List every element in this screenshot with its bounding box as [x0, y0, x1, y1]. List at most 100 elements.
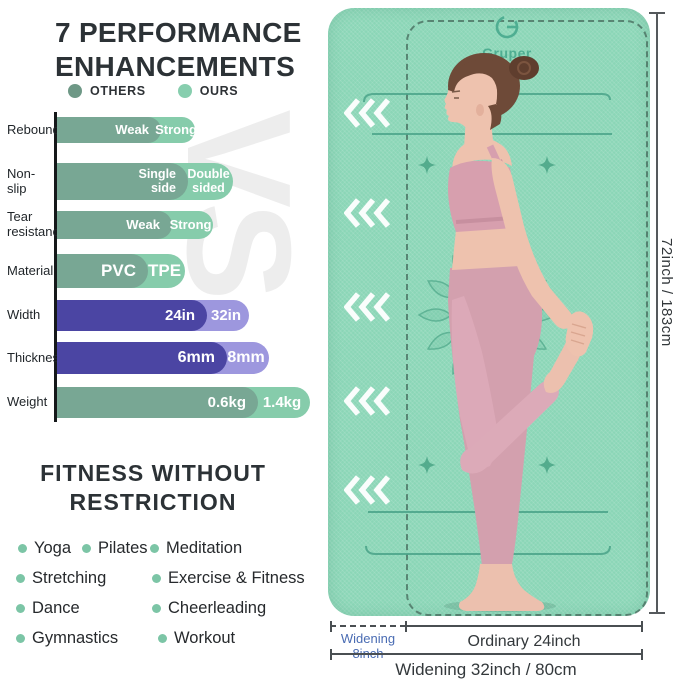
- measure-cap: [649, 12, 665, 14]
- activity-label: Dance: [32, 599, 80, 617]
- activity-label: Meditation: [166, 539, 243, 557]
- bar-row-material: Material PVC TPE: [7, 254, 185, 288]
- left-chevrons-icon: [344, 98, 391, 128]
- activity-label: Exercise & Fitness: [168, 569, 305, 587]
- bullet-dot-icon: [158, 634, 167, 643]
- activity-meditation: Meditation: [150, 539, 242, 558]
- bar-row-tear-resistance: Tear resistance Weak Strong: [7, 210, 213, 239]
- others-bar: [57, 163, 188, 200]
- activity-label: Stretching: [32, 569, 107, 587]
- sparkle-icon: [538, 156, 556, 174]
- activity-label: Yoga: [34, 539, 72, 557]
- activity-cheerleading: Cheerleading: [152, 599, 266, 618]
- bar-category-label: Non-slip: [7, 165, 36, 196]
- chart-legend: OTHERS OURS: [68, 84, 238, 98]
- activity-pilates: Pilates: [82, 539, 148, 558]
- left-chevrons-icon: [344, 475, 391, 505]
- activity-label: Workout: [174, 629, 236, 647]
- bar-row-non-slip: Non-slip Single side Double sided: [7, 163, 233, 200]
- bar-category-label: Width: [7, 307, 41, 323]
- measure-tick: [641, 649, 643, 660]
- others-bar: [57, 342, 227, 374]
- others-value: Weak: [126, 217, 160, 233]
- legend-item-others: OTHERS: [68, 84, 146, 98]
- measure-tick: [641, 621, 643, 632]
- others-bar: [57, 117, 161, 143]
- sparkle-icon: [418, 156, 436, 174]
- ours-value: 1.4kg: [262, 393, 302, 411]
- activity-label: Cheerleading: [168, 599, 267, 617]
- others-value: PVC: [101, 261, 136, 281]
- bar-category-label: Material: [7, 262, 54, 278]
- ordinary-24inch-label: Ordinary 24inch: [467, 633, 581, 650]
- bar-row-weight: Weight 0.6kg 1.4kg: [7, 387, 310, 418]
- ordinary-measure-line: [406, 625, 642, 627]
- ours-value: Strong: [155, 122, 197, 138]
- bar-row-rebound: Rebound Weak Strong: [7, 117, 197, 143]
- mat-height-label: 72inch / 183cm: [658, 238, 675, 347]
- others-bar: [57, 300, 207, 331]
- others-value: 6mm: [177, 348, 215, 366]
- bar-row-thickness: Thickness 6mm 8mm: [7, 342, 269, 374]
- bullet-dot-icon: [16, 574, 25, 583]
- left-chevrons-icon: [344, 386, 391, 416]
- others-dot-icon: [68, 84, 82, 98]
- activity-label: Gymnastics: [32, 629, 119, 647]
- sparkle-icon: [538, 456, 556, 474]
- bullet-dot-icon: [152, 574, 161, 583]
- ours-value: Double sided: [187, 167, 230, 195]
- bullet-dot-icon: [16, 634, 25, 643]
- bar-row-width: Width 24in 32in: [7, 300, 249, 331]
- bar-category-label: Tear resistance: [7, 209, 67, 239]
- bullet-dot-icon: [82, 544, 91, 553]
- ours-value: 32in: [210, 306, 241, 324]
- ours-value: TPE: [147, 261, 182, 281]
- others-value: 24in: [164, 306, 195, 324]
- fitness-heading: FITNESS WITHOUT RESTRICTION: [40, 460, 266, 515]
- activity-dance: Dance: [16, 599, 80, 618]
- legend-item-ours: OURS: [177, 84, 239, 98]
- left-chevrons-icon: [344, 292, 391, 322]
- bar-category-label: Weight: [7, 394, 48, 410]
- others-bar: [57, 254, 148, 288]
- total-width-measure-line: [330, 653, 642, 655]
- page-title: 7 PERFORMANCE ENHANCEMENTS: [55, 17, 302, 82]
- brand-g-icon: [495, 15, 519, 39]
- bullet-dot-icon: [152, 604, 161, 613]
- measure-tick: [330, 649, 332, 660]
- sparkle-stars: [418, 156, 556, 474]
- total-width-label: Widening 32inch / 80cm: [395, 660, 577, 679]
- activity-workout: Workout: [158, 629, 235, 648]
- activity-gymnastics: Gymnastics: [16, 629, 118, 648]
- legend-label-others: OTHERS: [90, 84, 146, 98]
- sparkle-icon: [418, 456, 436, 474]
- widening-8inch-label: Widening 8inch: [340, 631, 396, 661]
- activity-exercise-fitness: Exercise & Fitness: [152, 569, 305, 588]
- others-value: Single side: [138, 167, 176, 195]
- others-value: 0.6kg: [207, 393, 246, 411]
- measure-tick: [330, 621, 332, 632]
- left-chevrons-icon: [344, 198, 391, 228]
- ours-dot-icon: [177, 84, 192, 98]
- widening-measure-line: [330, 625, 406, 627]
- bullet-dot-icon: [16, 604, 25, 613]
- model-photo: [444, 53, 594, 612]
- ours-value: Strong: [169, 217, 212, 233]
- bullet-dot-icon: [18, 544, 27, 553]
- activity-yoga: Yoga: [18, 539, 71, 558]
- measure-cap: [649, 612, 665, 614]
- others-bar: [57, 387, 258, 418]
- others-value: Weak: [115, 122, 149, 138]
- others-bar: [57, 211, 172, 239]
- ours-value: 8mm: [227, 348, 265, 366]
- bullet-dot-icon: [150, 544, 159, 553]
- activity-stretching: Stretching: [16, 569, 106, 588]
- legend-label-ours: OURS: [199, 84, 239, 98]
- height-measure-line: [656, 13, 658, 613]
- chart-axis: [54, 112, 57, 422]
- bar-category-label: Thickness: [7, 349, 66, 365]
- activity-label: Pilates: [98, 539, 148, 557]
- bar-category-label: Rebound: [7, 121, 60, 137]
- measure-tick: [405, 621, 407, 632]
